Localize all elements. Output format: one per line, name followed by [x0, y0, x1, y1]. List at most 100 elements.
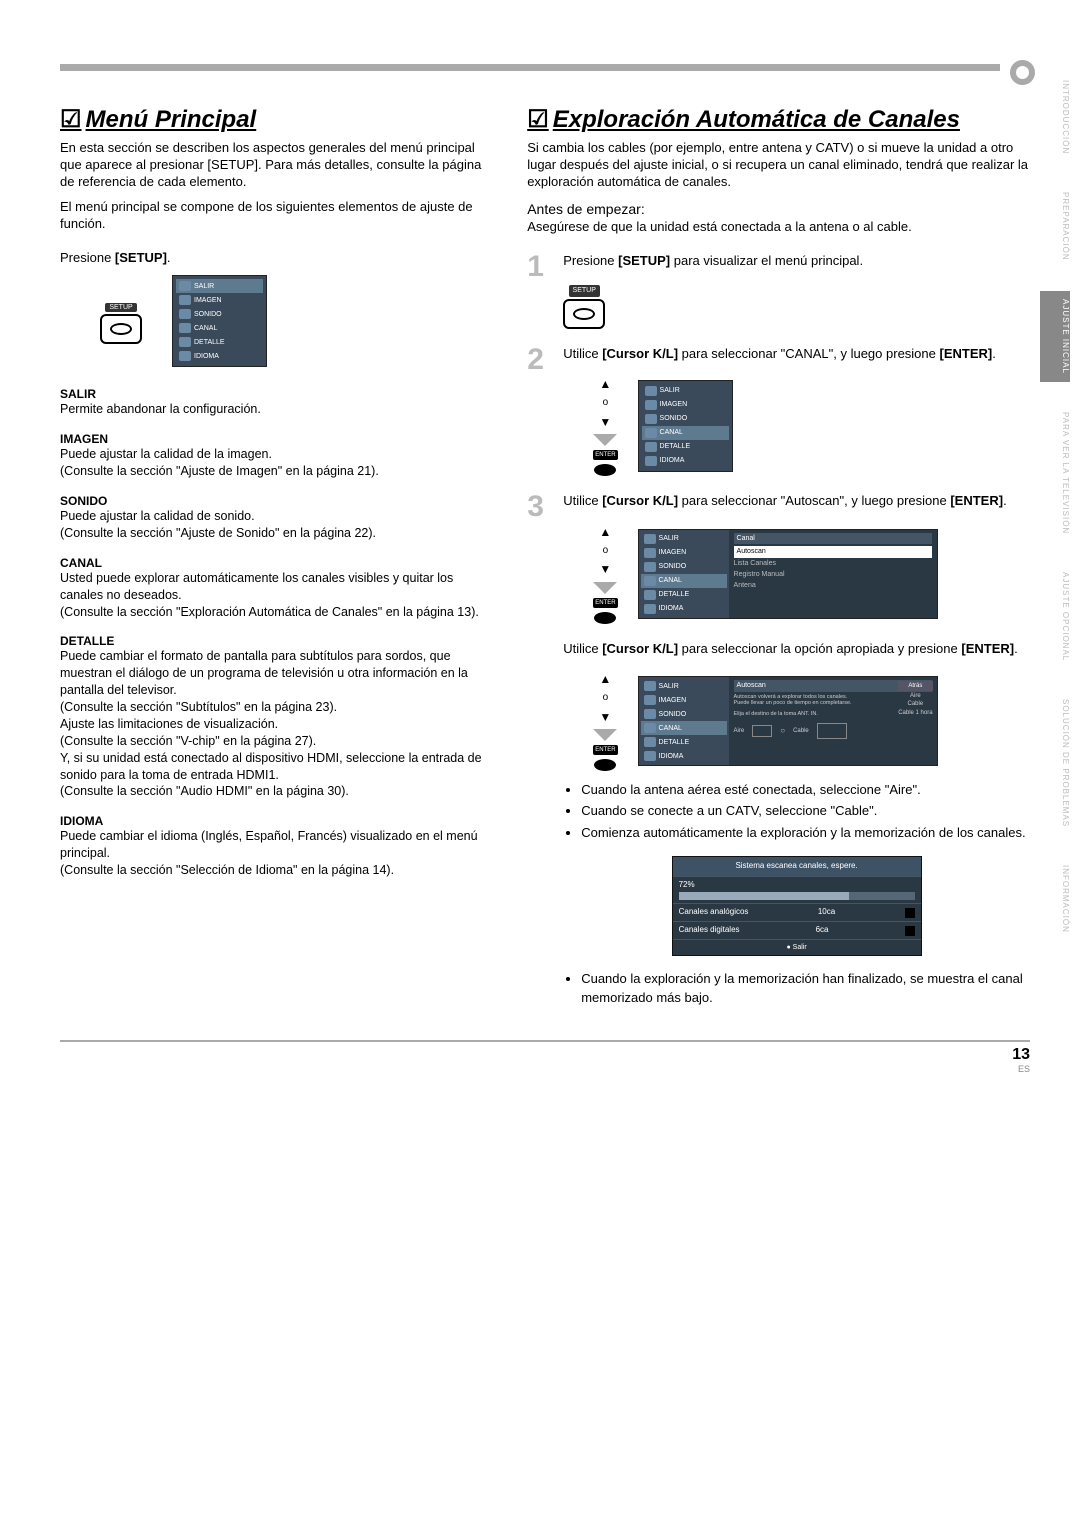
menu-item: IMAGEN [641, 693, 727, 707]
right-title: ☑Exploración Automática de Canales [527, 105, 1030, 134]
menu-item-icon [644, 709, 656, 719]
section-body: Puede ajustar la calidad de la imagen. (… [60, 446, 497, 480]
down-triangle-icon: ▼ [599, 709, 611, 725]
menu-item-icon [644, 576, 656, 586]
panel-opt-registro: Registro Manual [734, 569, 932, 580]
menu-item: CANAL [641, 574, 727, 588]
menu-item: SALIR [176, 279, 263, 293]
panel-opt-antena: Antena [734, 580, 932, 591]
down-arrow-icon [593, 729, 617, 741]
remote-setup-button: SETUP [563, 279, 605, 329]
menu-item-icon [179, 295, 191, 305]
cursor-arrows: ▲ o ▼ ENTER [593, 671, 617, 771]
menu-item-label: SALIR [194, 283, 214, 290]
menu-item: IDIOMA [176, 349, 263, 363]
menu-item-icon [644, 695, 656, 705]
diagram-tv-icon [817, 723, 847, 739]
menu-item-icon [644, 534, 656, 544]
remote-setup-button: SETUP [100, 298, 142, 344]
menu-item: SONIDO [642, 412, 729, 426]
menu-item: IMAGEN [641, 546, 727, 560]
down-arrow-icon [593, 582, 617, 594]
step-3x-mid: para seleccionar la opción apropiada y p… [678, 641, 961, 656]
up-triangle-icon: ▲ [599, 376, 611, 392]
circle-icon: o [603, 544, 609, 558]
step-1-visual: SETUP [563, 279, 1030, 329]
section-body: Puede cambiar el formato de pantalla par… [60, 648, 497, 800]
scan-progress-box: Sistema escanea canales, espere. 72% Can… [672, 856, 922, 957]
step-2-body: Utilice [Cursor K/L] para seleccionar "C… [563, 345, 1030, 477]
step-3-post: para seleccionar "Autoscan", y luego pre… [678, 493, 950, 508]
section-body: Usted puede explorar automáticamente los… [60, 570, 497, 621]
menu-item-icon [645, 386, 657, 396]
press-setup-line: Presione [SETUP]. [60, 250, 497, 265]
scan-row-analog: Canales analógicos 10ca [673, 903, 921, 921]
remote-button-icon [563, 299, 605, 329]
step-2-num: 2 [527, 345, 553, 477]
step-3-post2: . [1003, 493, 1007, 508]
scan-footer: ● Salir [673, 939, 921, 955]
menu-item-label: IMAGEN [194, 297, 222, 304]
down-triangle-icon: ▼ [599, 414, 611, 430]
step-3x-key: [Cursor K/L] [602, 641, 678, 656]
scan-progress-bar [679, 892, 915, 900]
step-3-body: Utilice [Cursor K/L] para seleccionar "A… [563, 492, 1030, 1010]
setup-key: [SETUP] [115, 250, 167, 265]
side-tabs: INTRODUCCIÓNPREPARACIÓNAJUSTE INICIALPAR… [1040, 72, 1070, 941]
content-columns: ☑Menú Principal En esta sección se descr… [60, 105, 1030, 1010]
step-2-post2: . [992, 346, 996, 361]
section-title: SALIR [60, 387, 497, 401]
menu-item-label: CANAL [660, 428, 683, 437]
autoscan-opt-aire: Aire [898, 692, 932, 700]
canal-panel: Canal Autoscan Lista Canales Registro Ma… [729, 530, 937, 618]
step-2-key2: [ENTER] [939, 346, 992, 361]
left-title: ☑Menú Principal [60, 105, 497, 134]
top-rule-circle [1010, 60, 1035, 85]
check-icon: ☑ [527, 106, 549, 133]
section-title: CANAL [60, 556, 497, 570]
menu-item: CANAL [176, 321, 263, 335]
autoscan-panel: Autoscan Autoscan volverá a explorar tod… [729, 677, 937, 765]
menu-item-icon [179, 323, 191, 333]
up-triangle-icon: ▲ [599, 524, 611, 540]
scan-analog-value: 10ca [818, 907, 835, 918]
scan-pct-cell: 72% [679, 880, 915, 901]
menu-item-label: DETALLE [660, 442, 691, 451]
right-intro: Si cambia los cables (por ejemplo, entre… [527, 140, 1030, 191]
down-triangle-icon: ▼ [599, 561, 611, 577]
oval-icon [573, 308, 595, 320]
oval-icon [110, 323, 132, 335]
step-1-num: 1 [527, 252, 553, 329]
menu-item-label: IMAGEN [659, 548, 687, 557]
menu-item: SALIR [642, 384, 729, 398]
enter-label: ENTER [593, 598, 617, 608]
side-tab: PARA VER LA TELEVISIÓN [1040, 404, 1070, 542]
step-3-visual-2: ▲ o ▼ ENTER SALIRIMAGENSONIDOCANALDETALL… [593, 671, 1030, 771]
menu-item-label: IMAGEN [660, 400, 688, 409]
autoscan-back: Atrás [898, 681, 932, 691]
menu-item-label: SONIDO [194, 311, 222, 318]
menu-item-label: IDIOMA [194, 353, 219, 360]
menu-item: SONIDO [641, 560, 727, 574]
cursor-arrows: ▲ o ▼ ENTER [593, 376, 617, 476]
step-3: 3 Utilice [Cursor K/L] para seleccionar … [527, 492, 1030, 1010]
stop-icon [905, 908, 915, 918]
menu-item-icon [645, 442, 657, 452]
menu-item-icon [179, 281, 191, 291]
cursor-arrows: ▲ o ▼ ENTER [593, 524, 617, 624]
step-3-extra: Utilice [Cursor K/L] para seleccionar la… [563, 640, 1030, 658]
menu-item: CANAL [642, 426, 729, 440]
menu-item-label: IDIOMA [660, 456, 685, 465]
step-1-post: para visualizar el menú principal. [670, 253, 863, 268]
enter-label: ENTER [593, 745, 617, 755]
menu-item-icon [644, 590, 656, 600]
autoscan-opts: Atrás Aire Cable Cable 1 hora [898, 681, 932, 716]
scan-progress-fill [679, 892, 849, 900]
menu-item: DETALLE [642, 440, 729, 454]
bullet-auto: Comienza automáticamente la exploración … [581, 824, 1030, 842]
autoscan-diagram: Aire ○ Cable [734, 723, 932, 739]
menu-item: SALIR [641, 679, 727, 693]
section-title: IDIOMA [60, 814, 497, 828]
step-3-key2: [ENTER] [950, 493, 1003, 508]
press-setup-pre: Presione [60, 250, 115, 265]
